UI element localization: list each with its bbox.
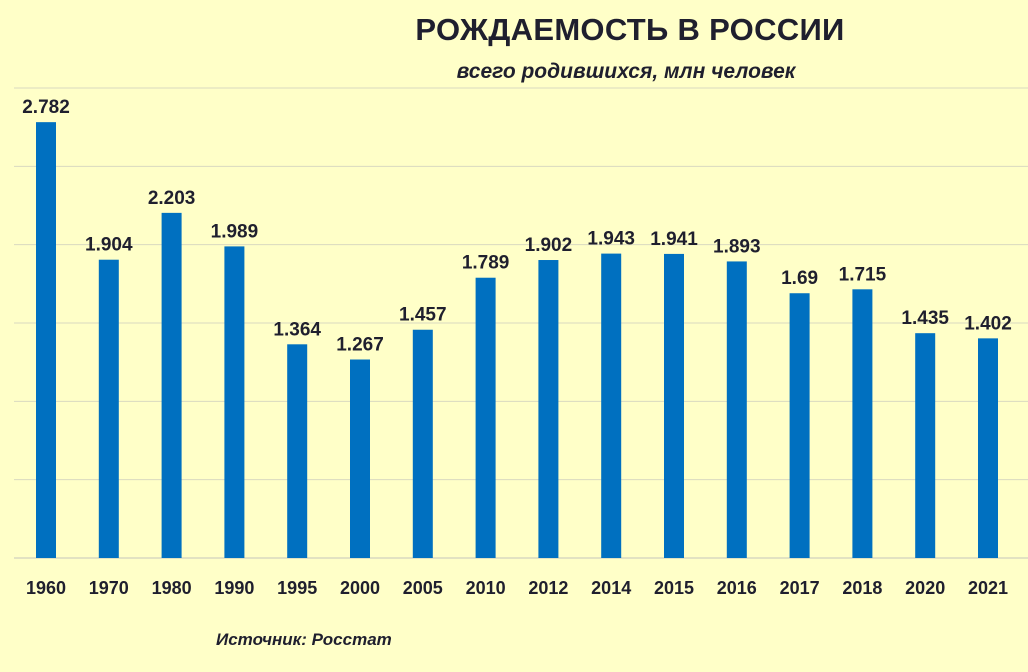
bar-2020 bbox=[915, 333, 936, 558]
category-label-2016: 2016 bbox=[717, 578, 757, 598]
bar-2015 bbox=[664, 253, 684, 558]
bars bbox=[36, 122, 998, 559]
value-label-2020: 1.435 bbox=[901, 308, 949, 329]
value-label-2017: 1.69 bbox=[781, 268, 818, 289]
category-label-2005: 2005 bbox=[403, 578, 443, 598]
value-label-1990: 1.989 bbox=[211, 221, 259, 242]
category-label-2020: 2020 bbox=[905, 578, 945, 598]
value-label-2014: 1.943 bbox=[587, 229, 635, 250]
bar-2010 bbox=[475, 277, 496, 558]
category-label-1980: 1980 bbox=[152, 578, 192, 598]
bar-2017 bbox=[789, 293, 810, 558]
category-label-2018: 2018 bbox=[842, 578, 882, 598]
bar-1960 bbox=[36, 122, 56, 559]
bar-2005 bbox=[412, 329, 433, 558]
category-label-2012: 2012 bbox=[528, 578, 568, 598]
value-label-1970: 1.904 bbox=[85, 235, 133, 256]
chart-subtitle: всего родившихся, млн человек bbox=[456, 60, 796, 83]
value-label-1960: 2.782 bbox=[22, 97, 70, 118]
bar-2012 bbox=[538, 260, 559, 558]
value-label-1980: 2.203 bbox=[148, 188, 196, 209]
category-label-2010: 2010 bbox=[466, 578, 506, 598]
bar-2000 bbox=[350, 359, 370, 558]
value-label-2018: 1.715 bbox=[839, 264, 887, 285]
bar-2021 bbox=[978, 338, 998, 558]
value-label-2000: 1.267 bbox=[336, 335, 384, 356]
category-label-1990: 1990 bbox=[214, 578, 254, 598]
value-label-2005: 1.457 bbox=[399, 305, 447, 326]
bar-2018 bbox=[852, 289, 873, 558]
value-label-2016: 1.893 bbox=[713, 236, 761, 257]
category-label-1960: 1960 bbox=[26, 578, 66, 598]
chart-title: РОЖДАЕМОСТЬ В РОССИИ bbox=[415, 12, 845, 47]
value-label-2015: 1.941 bbox=[650, 229, 698, 250]
category-label-2015: 2015 bbox=[654, 578, 694, 598]
bar-1980 bbox=[161, 212, 182, 558]
bar-1995 bbox=[287, 344, 308, 558]
category-labels: 1960 1970 1980 1990 1995 2000 2005 2010 2012 2014… bbox=[26, 578, 1008, 598]
category-label-2014: 2014 bbox=[591, 578, 631, 598]
value-label-1995: 1.364 bbox=[273, 319, 321, 340]
bar-1970 bbox=[98, 259, 119, 558]
value-labels: 2.782 1.904 2.203 1.989 1.364 1.267 1.457 1.789… bbox=[22, 97, 1012, 355]
category-label-2017: 2017 bbox=[780, 578, 820, 598]
bar-1990 bbox=[224, 246, 245, 558]
bar-2016 bbox=[726, 261, 747, 558]
bar-2014 bbox=[601, 253, 622, 558]
category-label-2021: 2021 bbox=[968, 578, 1008, 598]
value-label-2012: 1.902 bbox=[525, 235, 573, 256]
value-label-2010: 1.789 bbox=[462, 253, 510, 274]
category-label-1995: 1995 bbox=[277, 578, 317, 598]
source-note: Источник: Росстат bbox=[216, 630, 392, 649]
category-label-2000: 2000 bbox=[340, 578, 380, 598]
value-label-2021: 1.402 bbox=[964, 313, 1012, 334]
category-label-1970: 1970 bbox=[89, 578, 129, 598]
